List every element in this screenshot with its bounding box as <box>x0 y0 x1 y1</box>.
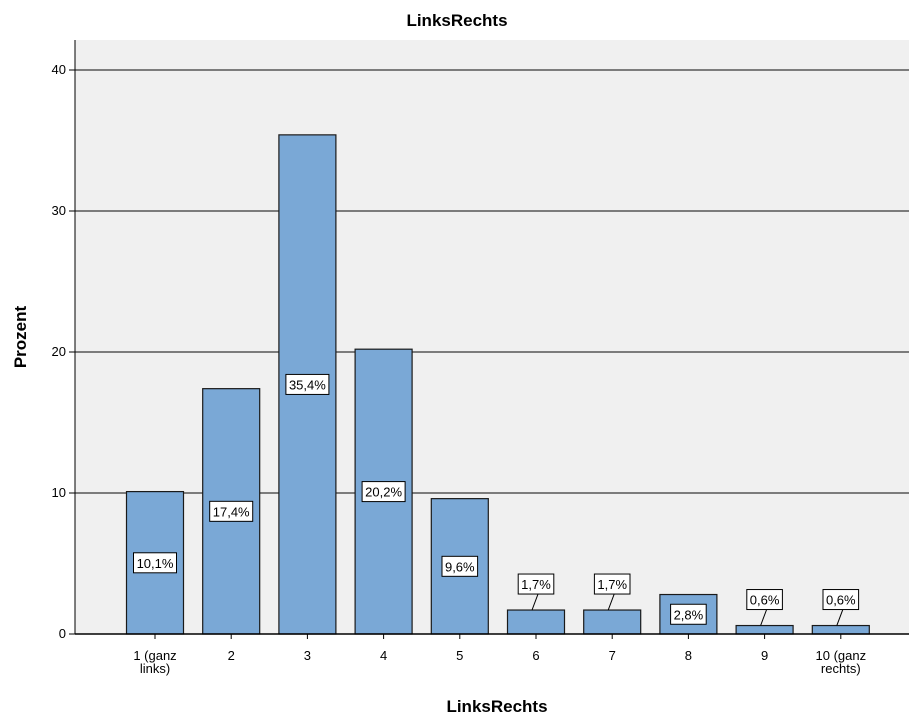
svg-text:0,6%: 0,6% <box>826 593 856 608</box>
x-tick-label: 9 <box>761 648 768 663</box>
y-tick-label: 0 <box>59 626 66 641</box>
svg-text:0,6%: 0,6% <box>750 593 780 608</box>
data-label: 1,7% <box>593 573 631 611</box>
svg-text:10,1%: 10,1% <box>137 556 174 571</box>
y-axis-title: Prozent <box>11 305 30 368</box>
svg-text:9,6%: 9,6% <box>445 559 475 574</box>
y-tick-label: 30 <box>52 203 66 218</box>
y-tick-label: 10 <box>52 485 66 500</box>
x-axis-title: LinksRechts <box>446 697 547 716</box>
svg-text:1,7%: 1,7% <box>521 577 551 592</box>
chart-title: LinksRechts <box>406 11 507 30</box>
svg-text:20,2%: 20,2% <box>365 485 402 500</box>
x-tick-label: 4 <box>380 648 387 663</box>
x-tick-label: 6 <box>532 648 539 663</box>
plot-background <box>75 40 909 634</box>
gridlines <box>75 69 909 494</box>
data-labels: 10,1% 17,4% 35,4% 20,2% 9,6% 1,7% 1,7% 2,8% 0,6%… <box>133 373 860 626</box>
x-axis-ticks: 1 (ganz links) 2 3 4 5 6 7 8 9 10 (ganz rechts) <box>133 634 866 676</box>
x-tick-label: 8 <box>685 648 692 663</box>
y-tick-label: 40 <box>52 62 66 77</box>
bar <box>583 609 642 635</box>
x-tick-label: 10 (ganz rechts) <box>816 648 867 676</box>
data-label: 9,6% <box>441 555 479 577</box>
bar <box>811 624 870 635</box>
y-tick-label: 20 <box>52 344 66 359</box>
x-tick-label: 2 <box>228 648 235 663</box>
data-label: 0,6% <box>822 589 860 626</box>
data-label: 35,4% <box>285 373 330 395</box>
x-tick-label: 5 <box>456 648 463 663</box>
y-axis-ticks: 0 10 20 30 40 <box>52 62 75 641</box>
bar <box>506 609 566 635</box>
svg-text:1,7%: 1,7% <box>597 577 627 592</box>
x-tick-label: 7 <box>609 648 616 663</box>
svg-text:2,8%: 2,8% <box>674 607 704 622</box>
data-label: 1,7% <box>517 573 555 611</box>
x-tick-label: 3 <box>304 648 311 663</box>
data-label: 0,6% <box>746 589 783 626</box>
svg-text:17,4%: 17,4% <box>213 504 250 519</box>
data-label: 2,8% <box>670 603 707 625</box>
bar <box>735 624 794 635</box>
data-label: 17,4% <box>209 500 254 522</box>
data-label: 10,1% <box>133 552 177 574</box>
x-tick-label: 1 (ganz links) <box>133 648 176 676</box>
svg-text:35,4%: 35,4% <box>289 377 326 392</box>
data-label: 20,2% <box>361 481 406 503</box>
